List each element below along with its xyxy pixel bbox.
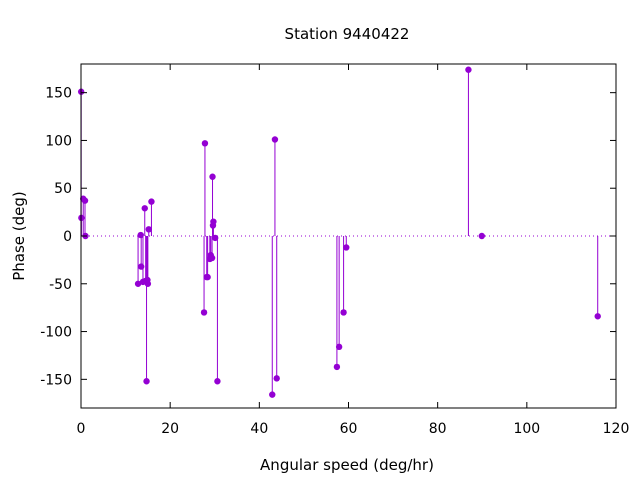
y-tick-label: 100 [45, 133, 72, 149]
data-point [333, 363, 341, 371]
data-point [340, 309, 347, 316]
plot-area [77, 66, 616, 398]
data-point [201, 140, 209, 147]
data-point [273, 375, 280, 382]
x-tick-label: 80 [429, 421, 447, 437]
data-point [208, 254, 216, 262]
data-point [137, 231, 144, 239]
data-point [148, 198, 155, 205]
data-point [209, 173, 216, 180]
data-point [134, 280, 142, 287]
y-tick-label: 0 [63, 229, 72, 245]
data-point [478, 232, 486, 240]
data-point [141, 205, 148, 212]
x-tick-label: 0 [77, 421, 86, 437]
data-point [211, 234, 219, 242]
data-point [200, 309, 208, 316]
data-point [145, 226, 152, 233]
data-point [143, 378, 150, 385]
data-point [465, 66, 472, 73]
data-point [214, 378, 221, 385]
y-tick-label: 150 [45, 86, 72, 102]
y-tick-label: -100 [40, 325, 72, 341]
data-point [269, 391, 276, 398]
x-tick-label: 20 [161, 421, 179, 437]
y-tick-label: -50 [49, 277, 72, 293]
data-point [210, 218, 217, 225]
data-point [204, 273, 211, 281]
x-tick-label: 60 [340, 421, 358, 437]
axis-ticks: 0 20 40 60 80 100 120 -150 -100 -50 0 50 100 150 [40, 64, 629, 437]
chart-title: Station 9440422 [285, 25, 410, 43]
data-point [144, 280, 152, 287]
data-point [81, 197, 89, 204]
y-tick-label: -150 [40, 372, 72, 388]
data-point [271, 136, 279, 143]
data-point [343, 244, 350, 251]
y-axis-label: Phase (deg) [10, 191, 28, 281]
x-tick-label: 120 [603, 421, 630, 437]
x-tick-label: 40 [250, 421, 268, 437]
y-tick-label: 50 [54, 181, 72, 197]
x-tick-label: 100 [513, 421, 540, 437]
data-point [335, 343, 343, 351]
data-point [594, 313, 601, 320]
x-axis-label: Angular speed (deg/hr) [260, 456, 434, 474]
